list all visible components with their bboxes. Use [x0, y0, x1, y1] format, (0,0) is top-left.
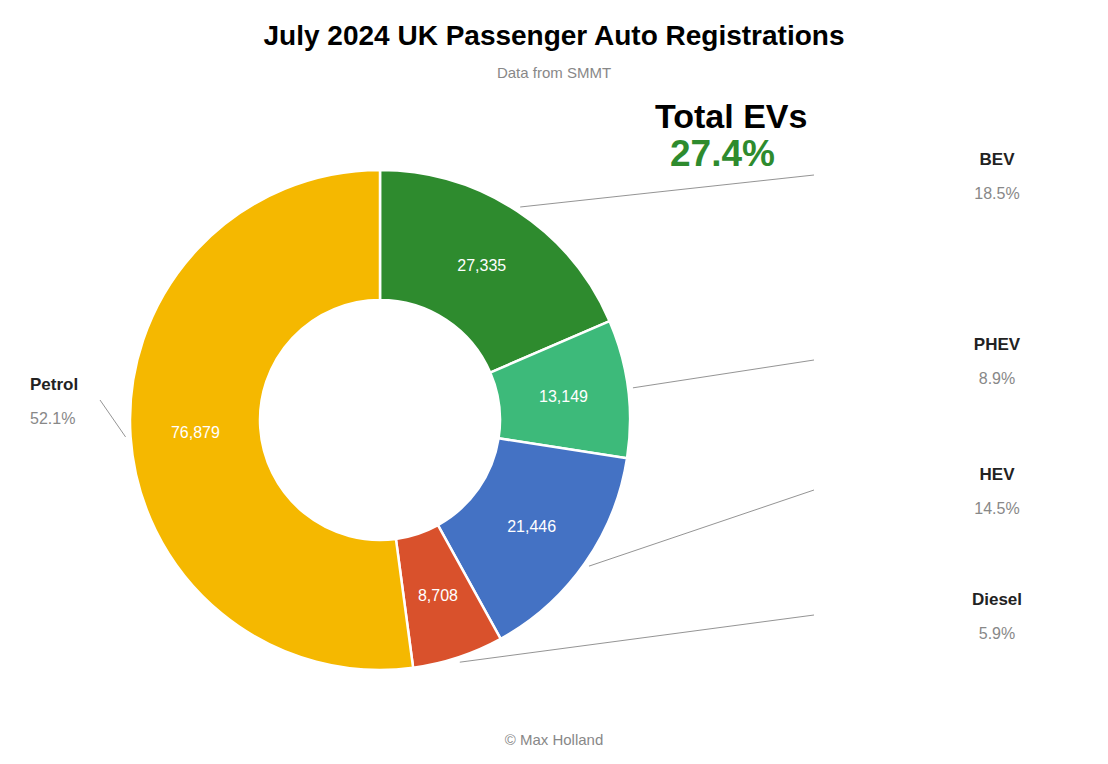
value-label: 27,335 [457, 257, 506, 274]
category-label: HEV [980, 465, 1016, 484]
share-label: 5.9% [979, 625, 1015, 642]
leader-line [589, 490, 814, 566]
value-label: 21,446 [507, 518, 556, 535]
annotation: 27.4% [670, 133, 775, 174]
share-label: 18.5% [974, 185, 1019, 202]
share-label: 14.5% [974, 500, 1019, 517]
chart: July 2024 UK Passenger Auto Registration… [0, 0, 1108, 764]
caption: © Max Holland [505, 731, 604, 748]
share-label: 8.9% [979, 370, 1015, 387]
value-label: 76,879 [171, 424, 220, 441]
slice [490, 321, 630, 458]
value-label: 13,149 [539, 388, 588, 405]
category-label: PHEV [974, 335, 1021, 354]
value-label: 8,708 [418, 587, 458, 604]
annotation: Total EVs [655, 97, 807, 135]
slice [396, 525, 501, 668]
subtitle: Data from SMMT [497, 64, 611, 81]
category-label: Petrol [30, 375, 78, 394]
category-label: BEV [980, 150, 1016, 169]
leader-line [460, 615, 814, 662]
slice [130, 170, 413, 670]
leader-line [520, 175, 814, 207]
pie: 27,335 13,149 21,446 8,708 76,879 [130, 170, 630, 670]
leader-line [100, 400, 126, 437]
share-label: 52.1% [30, 410, 75, 427]
leader-line [633, 360, 814, 388]
title: July 2024 UK Passenger Auto Registration… [264, 20, 845, 51]
category-label: Diesel [972, 590, 1022, 609]
